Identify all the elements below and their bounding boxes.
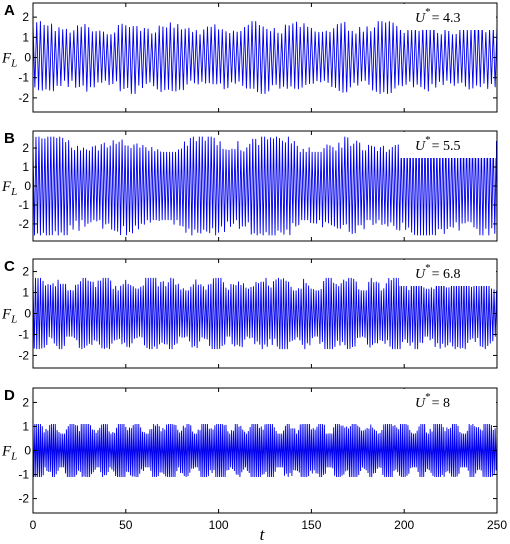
- reduced-velocity-annotation: U*= 4.3: [415, 6, 461, 26]
- lift-force-series-a: [33, 21, 497, 94]
- x-tick-label: 100: [209, 518, 229, 532]
- y-tick-label: 1: [22, 286, 29, 300]
- lift-force-series-b: [33, 136, 497, 236]
- y-tick-label: -2: [18, 492, 29, 506]
- y-tick-label: 1: [22, 160, 29, 174]
- y-tick-label: 0: [24, 307, 31, 321]
- annotation-background: [399, 4, 496, 30]
- reduced-velocity-annotation: U*= 6.8: [415, 262, 461, 282]
- y-tick-label: 0: [24, 51, 31, 65]
- y-axis-label: FL: [1, 444, 17, 463]
- x-tick-label: 0: [30, 518, 37, 532]
- annotation-background: [399, 389, 496, 415]
- panel-letter: C: [4, 258, 15, 275]
- y-tick-label: 2: [22, 10, 29, 24]
- x-tick-label: 250: [487, 518, 507, 532]
- panel-a: -2 -1 0 1 2A FL U*= 4.3: [1, 2, 498, 113]
- reduced-velocity-annotation: U*= 8: [415, 391, 450, 411]
- y-tick-label: -2: [18, 348, 29, 362]
- y-axis-label: FL: [1, 51, 17, 70]
- reduced-velocity-annotation: U*= 5.5: [415, 134, 461, 154]
- y-tick-label: 2: [22, 265, 29, 279]
- panel-letter: B: [4, 130, 15, 147]
- y-tick-label: -1: [18, 327, 29, 341]
- x-tick-label: 50: [119, 518, 133, 532]
- y-tick-label: 1: [22, 419, 29, 433]
- panel-b: -2 -1 0 1 2B FL U*= 5.5: [1, 130, 498, 242]
- y-tick-label: 2: [22, 141, 29, 155]
- panel-letter: A: [4, 2, 15, 19]
- panel-c: -2 -1 0 1 2C FL U*= 6.8: [1, 258, 498, 369]
- x-axis-label: t: [260, 525, 266, 544]
- y-tick-label: -1: [18, 198, 29, 212]
- panel-letter: D: [4, 387, 15, 404]
- x-tick-label: 200: [394, 518, 414, 532]
- y-tick-label: -2: [18, 217, 29, 231]
- y-tick-label: -1: [18, 71, 29, 85]
- y-axis-label: FL: [1, 179, 17, 198]
- lift-force-series-d: [33, 424, 497, 477]
- x-tick-label: 150: [301, 518, 321, 532]
- y-tick-label: -1: [18, 468, 29, 482]
- y-tick-label: 1: [22, 30, 29, 44]
- y-tick-label: 2: [22, 395, 29, 409]
- lift-force-series-c: [33, 277, 497, 350]
- y-tick-label: -2: [18, 91, 29, 105]
- annotation-background: [399, 132, 496, 158]
- y-axis-label: FL: [1, 307, 17, 326]
- annotation-background: [399, 260, 496, 286]
- y-tick-label: 0: [24, 444, 31, 458]
- y-tick-label: 0: [24, 179, 31, 193]
- panel-d: -2 -1 0 1 2 0 50 100 150 200 250 D FL U*= 8: [1, 387, 507, 532]
